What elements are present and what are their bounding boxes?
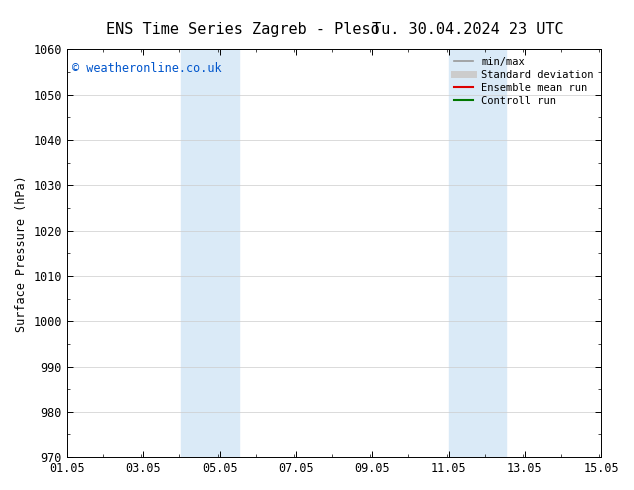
- Text: © weatheronline.co.uk: © weatheronline.co.uk: [72, 62, 222, 74]
- Text: Tu. 30.04.2024 23 UTC: Tu. 30.04.2024 23 UTC: [372, 22, 564, 37]
- Legend: min/max, Standard deviation, Ensemble mean run, Controll run: min/max, Standard deviation, Ensemble me…: [450, 52, 598, 110]
- Text: ENS Time Series Zagreb - Pleso: ENS Time Series Zagreb - Pleso: [107, 22, 380, 37]
- Bar: [181, 49, 238, 457]
- Y-axis label: Surface Pressure (hPa): Surface Pressure (hPa): [15, 175, 28, 332]
- Bar: [448, 49, 506, 457]
